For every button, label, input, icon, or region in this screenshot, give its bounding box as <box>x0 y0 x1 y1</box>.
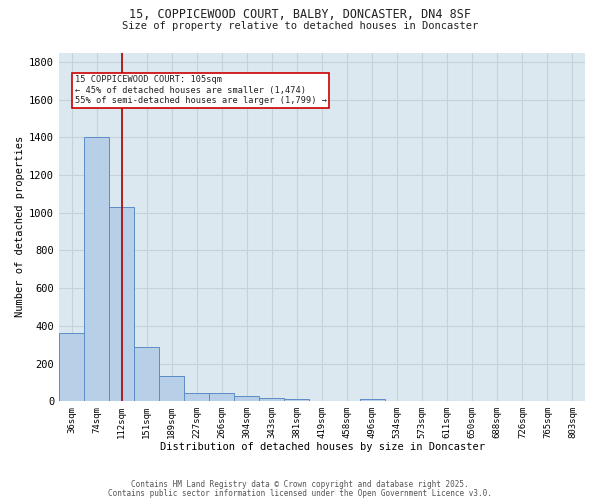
Bar <box>259 398 284 401</box>
Bar <box>184 393 209 401</box>
Text: Size of property relative to detached houses in Doncaster: Size of property relative to detached ho… <box>122 21 478 31</box>
Bar <box>59 334 84 401</box>
Text: 15, COPPICEWOOD COURT, BALBY, DONCASTER, DN4 8SF: 15, COPPICEWOOD COURT, BALBY, DONCASTER,… <box>129 8 471 20</box>
Y-axis label: Number of detached properties: Number of detached properties <box>15 136 25 318</box>
Bar <box>159 376 184 401</box>
Bar <box>359 399 385 401</box>
Bar <box>84 138 109 401</box>
Text: Contains HM Land Registry data © Crown copyright and database right 2025.: Contains HM Land Registry data © Crown c… <box>131 480 469 489</box>
Bar <box>209 393 235 401</box>
Bar <box>284 398 310 401</box>
X-axis label: Distribution of detached houses by size in Doncaster: Distribution of detached houses by size … <box>160 442 485 452</box>
Bar <box>134 346 159 401</box>
Bar <box>235 396 259 401</box>
Text: Contains public sector information licensed under the Open Government Licence v3: Contains public sector information licen… <box>108 489 492 498</box>
Text: 15 COPPICEWOOD COURT: 105sqm
← 45% of detached houses are smaller (1,474)
55% of: 15 COPPICEWOOD COURT: 105sqm ← 45% of de… <box>75 75 327 105</box>
Bar <box>109 207 134 401</box>
